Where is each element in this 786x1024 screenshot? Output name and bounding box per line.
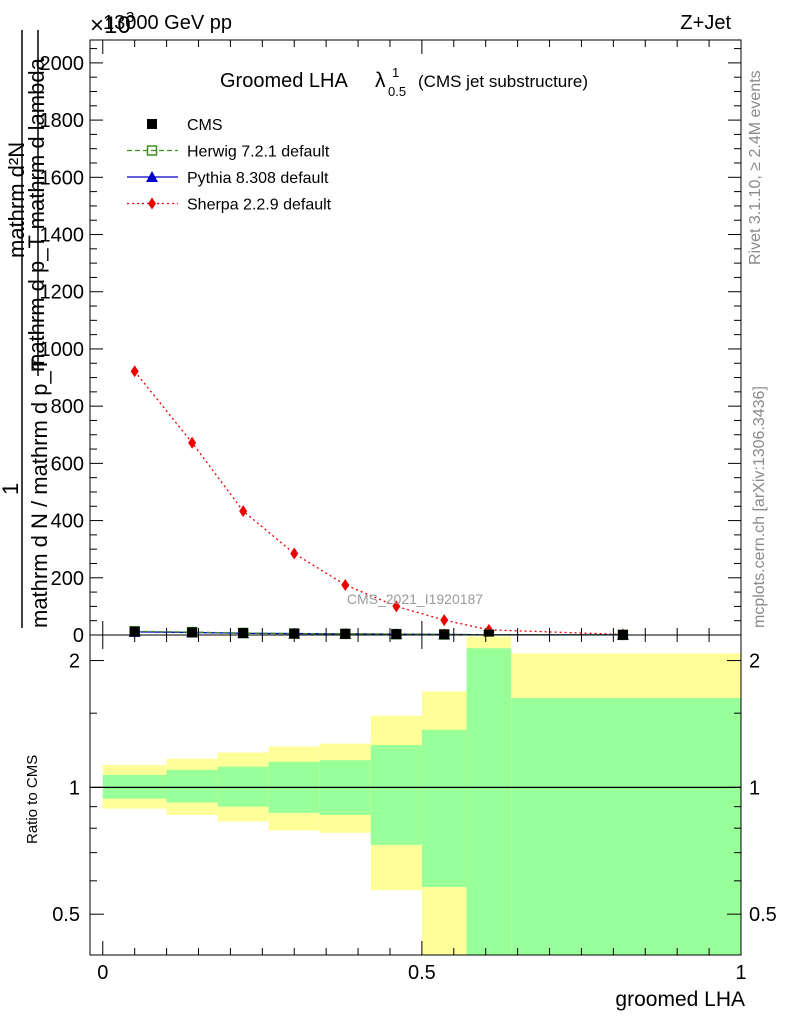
data-point bbox=[130, 365, 139, 378]
y-tick-label: 600 bbox=[51, 453, 84, 475]
plot-title: Groomed LHA λ 1 0.5 (CMS jet substructur… bbox=[220, 65, 588, 99]
title-sup: 1 bbox=[392, 65, 399, 80]
title-lambda: λ bbox=[375, 69, 386, 92]
y-tick-label: 800 bbox=[51, 396, 84, 418]
inner-band-bin bbox=[370, 745, 422, 845]
data-point bbox=[440, 614, 449, 627]
ratio-y-tick-label: 0.5 bbox=[52, 904, 80, 926]
data-point bbox=[289, 628, 300, 639]
energy-label: 13000 GeV pp bbox=[103, 12, 232, 34]
mcplots-label: mcplots.cern.ch [arXiv:1306.3436] bbox=[751, 386, 768, 628]
legend-marker bbox=[148, 197, 156, 210]
legend-label: Sherpa 2.2.9 default bbox=[187, 197, 332, 214]
series-pythia bbox=[128, 625, 629, 640]
data-point bbox=[188, 436, 197, 449]
x-tick-label: 0 bbox=[97, 962, 108, 984]
ylabel-bottom: mathrm d N / mathrm d p_T bbox=[27, 358, 52, 628]
y-tick-label: 1000 bbox=[40, 339, 85, 361]
ylabel-denominator: mathrm d p_T mathrm d lambda bbox=[24, 57, 49, 372]
y-tick-label: 1600 bbox=[40, 167, 85, 189]
data-point bbox=[392, 600, 401, 613]
x-axis-label: groomed LHA bbox=[615, 988, 745, 1011]
y-axis-label: mathrm d²N mathrm d p_T mathrm d lambda … bbox=[0, 30, 52, 628]
data-point bbox=[439, 629, 450, 640]
inner-band-bin bbox=[466, 648, 512, 955]
legend: CMS Herwig 7.2.1 default Pythia 8.308 defa… bbox=[127, 117, 332, 214]
rivet-label: Rivet 3.1.10, ≥ 2.4M events bbox=[747, 70, 764, 265]
y-tick-label: 200 bbox=[51, 568, 84, 590]
y-tick-label: 2000 bbox=[40, 53, 85, 75]
legend-entry: CMS bbox=[147, 117, 223, 134]
x-tick-label: 0.5 bbox=[408, 962, 436, 984]
exponent-label: ×10 bbox=[90, 12, 131, 39]
legend-entry: Herwig 7.2.1 default bbox=[127, 144, 330, 161]
ratio-y-tick-label-right: 2 bbox=[749, 651, 760, 673]
inner-band-bin bbox=[217, 766, 269, 807]
data-point bbox=[129, 626, 140, 637]
ratio-y-tick-label: 2 bbox=[69, 651, 80, 673]
ylabel-numerator: mathrm d²N bbox=[4, 142, 29, 258]
ylabel-one: 1 bbox=[0, 483, 23, 495]
inner-band-bin bbox=[166, 769, 218, 803]
data-point bbox=[187, 627, 198, 638]
legend-marker bbox=[146, 145, 158, 156]
inner-band-bin bbox=[511, 697, 741, 955]
data-point bbox=[341, 578, 350, 591]
ratio-y-tick-label-right: 1 bbox=[749, 777, 760, 799]
main-axes: 0 200 400 600 800 1000 1200 1400 1600 1800 2000 bbox=[40, 40, 742, 647]
process-label: Z+Jet bbox=[680, 12, 731, 34]
title-sub: 0.5 bbox=[388, 84, 406, 99]
legend-entry: Pythia 8.308 default bbox=[127, 170, 329, 187]
exponent-power: 3 bbox=[126, 9, 134, 26]
legend-marker bbox=[147, 119, 157, 129]
y-tick-label: 0 bbox=[73, 625, 84, 647]
legend-entry: Sherpa 2.2.9 default bbox=[127, 197, 332, 214]
y-tick-label: 1200 bbox=[40, 282, 85, 304]
ratio-axes: 0.5 0.5 1 1 2 2 0 0.5 1 bbox=[52, 635, 777, 984]
ratio-y-label: Ratio to CMS bbox=[24, 755, 41, 844]
data-point bbox=[391, 629, 402, 640]
y-tick-label: 1400 bbox=[40, 225, 85, 247]
ratio-y-tick-label-right: 0.5 bbox=[749, 904, 777, 926]
y-tick-label: 1800 bbox=[40, 110, 85, 132]
y-tick-label: 400 bbox=[51, 511, 84, 533]
ratio-y-tick-label: 1 bbox=[69, 777, 80, 799]
ratio-plot-frame bbox=[89, 634, 742, 956]
data-point bbox=[290, 547, 299, 560]
legend-marker bbox=[146, 171, 158, 182]
data-point bbox=[238, 627, 249, 638]
legend-label: Pythia 8.308 default bbox=[187, 170, 329, 187]
data-point bbox=[239, 505, 248, 518]
ratio-bands bbox=[102, 636, 741, 955]
title-main: Groomed LHA bbox=[220, 70, 348, 92]
analysis-watermark: CMS_2021_I1920187 bbox=[347, 591, 483, 607]
legend-label: CMS bbox=[187, 117, 223, 134]
series-line bbox=[134, 370, 623, 636]
x-tick-label: 1 bbox=[735, 962, 746, 984]
legend-label: Herwig 7.2.1 default bbox=[187, 144, 330, 161]
inner-band-bin bbox=[421, 729, 467, 888]
data-point bbox=[340, 628, 351, 639]
title-suffix: (CMS jet substructure) bbox=[418, 72, 588, 91]
